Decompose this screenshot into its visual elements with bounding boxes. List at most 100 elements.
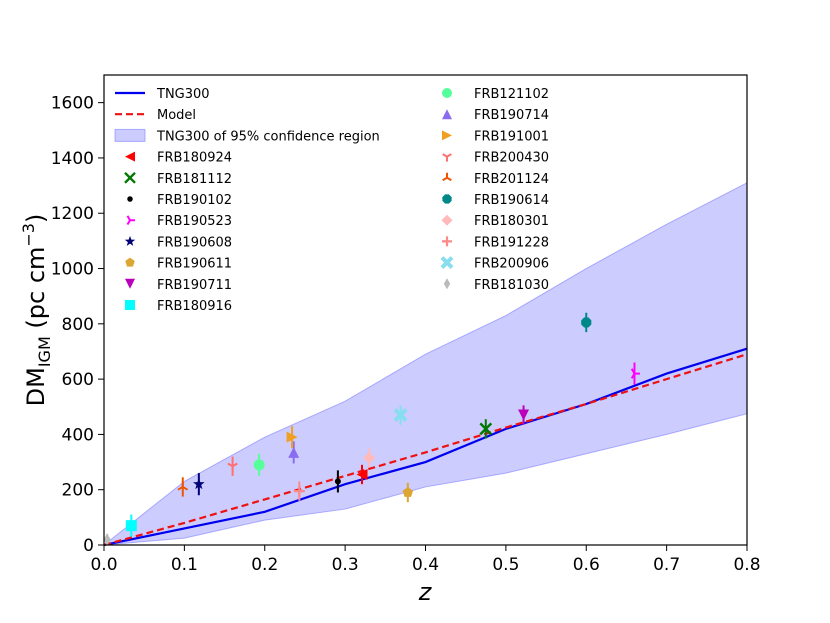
- frb121102-point: [253, 453, 265, 476]
- legend-label: FRB201124: [474, 172, 549, 187]
- y-tick-label: 1600: [51, 94, 94, 114]
- frb191228-point: [293, 481, 305, 501]
- legend-item-frb190611: FRB190611: [125, 257, 232, 272]
- frb190714-point: [288, 441, 300, 464]
- legend-swatch: [125, 151, 135, 162]
- y-title-base: DM: [22, 367, 50, 406]
- y-title-close: ): [22, 214, 50, 223]
- x-tick-label: 0.7: [653, 555, 680, 575]
- legend-label: FRB181112: [157, 172, 232, 187]
- frb181112-point: [479, 419, 493, 439]
- y-tick-label: 1400: [51, 149, 94, 169]
- frb191001-point: [286, 426, 298, 449]
- y-tick-label: 800: [62, 315, 94, 335]
- legend-swatch: [442, 153, 452, 162]
- legend-item-frb200430: FRB200430: [442, 151, 549, 166]
- y-tick-label: 1000: [51, 260, 94, 280]
- x-tick-label: 0.1: [171, 555, 198, 575]
- legend-label: FRB190711: [157, 278, 232, 293]
- y-title-sup: −3: [19, 223, 38, 247]
- legend-label: FRB121102: [474, 87, 549, 102]
- marker: [356, 469, 368, 480]
- marker: [177, 481, 189, 491]
- legend-item-frb190714: FRB190714: [442, 108, 549, 123]
- frb190102-point: [334, 470, 341, 493]
- legend-swatch: [442, 88, 452, 98]
- legend-label: TNG300: [156, 87, 210, 102]
- marker: [581, 317, 592, 328]
- frb190711-point: [518, 405, 530, 425]
- legend-swatch: [442, 172, 452, 182]
- legend-swatch: [126, 215, 135, 226]
- legend-label: FRB190608: [157, 235, 232, 250]
- x-axis-title: z: [418, 578, 433, 606]
- y-tick-label: 400: [62, 425, 94, 445]
- legend-label: FRB180301: [474, 214, 549, 229]
- legend-label: Model: [157, 108, 196, 123]
- y-tick-label: 600: [62, 370, 94, 390]
- model-lines: [103, 347, 748, 547]
- frb-points: [103, 312, 640, 546]
- legend-label: FRB190102: [157, 193, 232, 208]
- frb200430-point: [227, 456, 238, 476]
- x-tick-label: 0.4: [412, 555, 439, 575]
- frb180916-point: [125, 514, 137, 537]
- marker: [363, 451, 376, 464]
- legend-item-frb191228: FRB191228: [442, 235, 549, 250]
- marker: [193, 478, 205, 490]
- x-tick-label: 0.3: [332, 555, 359, 575]
- y-title-units: (pc cm: [22, 247, 50, 337]
- y-axis: 0 200 400 600 800 1000 1200 1400 1600: [51, 94, 104, 556]
- legend-swatch: [125, 300, 135, 310]
- legend-label: FRB190614: [474, 193, 549, 208]
- y-tick-label: 1200: [51, 204, 94, 224]
- x-axis: 0.0 0.1 0.2 0.3 0.4 0.5 0.6 0.7 0.8: [90, 545, 761, 575]
- frb180924-point: [356, 464, 368, 485]
- marker: [518, 409, 530, 421]
- frb190523-point: [630, 362, 640, 385]
- marker: [393, 408, 408, 422]
- legend-label: FRB190523: [157, 214, 232, 229]
- legend-swatch: [440, 256, 454, 270]
- x-tick-label: 0.2: [251, 555, 278, 575]
- legend: TNG300 Model TNG300 of 95% confidence regi…: [114, 87, 549, 314]
- marker: [630, 368, 640, 379]
- legend-swatch: [127, 196, 133, 202]
- legend-swatch: [443, 278, 451, 290]
- legend-swatch: [124, 235, 136, 246]
- frb201124-point: [177, 477, 189, 497]
- legend-item-frb190523: FRB190523: [126, 214, 232, 229]
- legend-swatch: [125, 257, 135, 267]
- legend-swatch: [441, 214, 453, 226]
- marker: [125, 520, 137, 532]
- marker: [293, 485, 305, 497]
- legend-item-frb181030: FRB181030: [443, 278, 549, 293]
- x-tick-label: 0.5: [492, 555, 519, 575]
- legend-swatch: [124, 171, 136, 184]
- legend-swatch: [442, 109, 452, 120]
- legend-label: FRB191001: [474, 129, 549, 144]
- frb190608-point: [193, 473, 205, 496]
- legend-label: FRB190714: [474, 108, 549, 123]
- marker: [286, 431, 298, 443]
- legend-label: FRB191228: [474, 235, 549, 250]
- marker: [103, 533, 111, 546]
- legend-item-frb200906: FRB200906: [440, 256, 549, 272]
- legend-label: FRB190611: [157, 257, 232, 272]
- legend-label: FRB180924: [157, 151, 232, 166]
- legend-item-frb190102: FRB190102: [127, 193, 232, 208]
- model-line: [103, 353, 748, 547]
- legend-item-frb121102: FRB121102: [442, 87, 549, 102]
- legend-swatch: [114, 128, 146, 142]
- marker: [288, 446, 300, 458]
- marker: [253, 459, 265, 471]
- y-title-sub: IGM: [35, 336, 54, 367]
- tng300-line: [103, 347, 748, 547]
- marker: [227, 462, 238, 472]
- frb181030-point: [103, 533, 111, 546]
- legend-item-tng300-of-95-confidence-region: TNG300 of 95% confidence region: [114, 128, 380, 144]
- frb200906-point: [393, 405, 408, 425]
- legend-label: FRB181030: [474, 278, 549, 293]
- legend-label: TNG300 of 95% confidence region: [156, 129, 380, 144]
